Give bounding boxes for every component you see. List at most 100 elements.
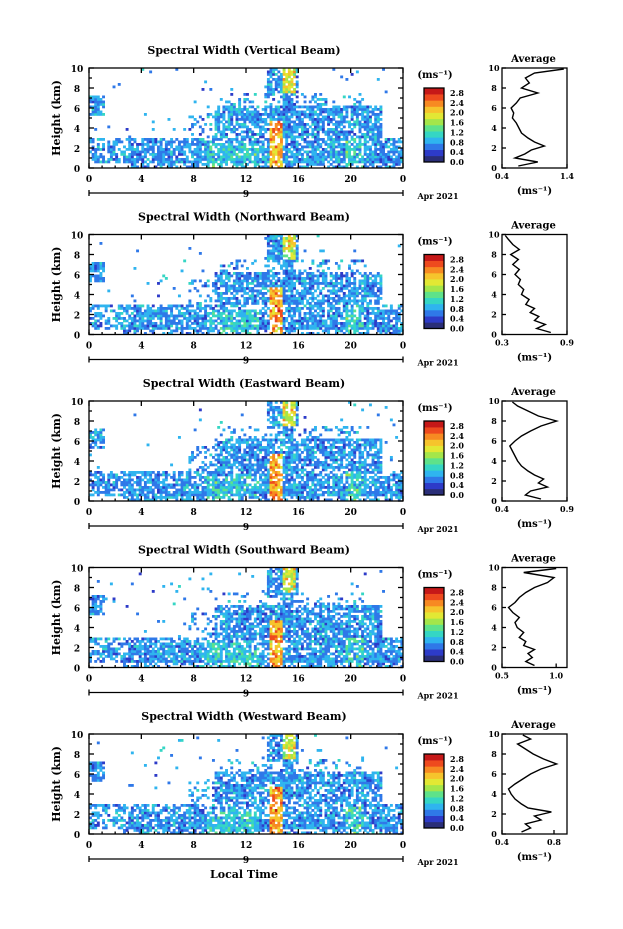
- heatmap-cell: [209, 488, 213, 492]
- heatmap-cell: [240, 438, 244, 442]
- heatmap-cell: [206, 158, 210, 161]
- heatmap-cell: [316, 133, 320, 136]
- heatmap-cell: [361, 105, 365, 109]
- heatmap-cell: [397, 150, 401, 154]
- heatmap-cell: [235, 481, 239, 484]
- heatmap-cell: [256, 446, 260, 449]
- heatmap-cell: [363, 105, 367, 109]
- heatmap-cell: [272, 234, 276, 238]
- heatmap-cell: [353, 145, 357, 149]
- heatmap-cell: [206, 319, 210, 323]
- heatmap-cell: [345, 274, 349, 278]
- heatmap-cell: [256, 461, 260, 464]
- heatmap-cell: [379, 113, 383, 116]
- heatmap-cell: [204, 446, 208, 449]
- heatmap-cell: [225, 105, 228, 109]
- heatmap-cell: [143, 488, 147, 492]
- heatmap-cell: [193, 138, 197, 141]
- heatmap-cell: [266, 234, 270, 238]
- heatmap-cell: [329, 120, 333, 124]
- heatmap-cell: [368, 120, 372, 124]
- heatmap-cell: [264, 100, 268, 104]
- heatmap-cell: [125, 155, 129, 159]
- heatmap-cell: [353, 123, 357, 126]
- heatmap-cell: [191, 476, 194, 479]
- heatmap-cell: [193, 100, 197, 104]
- heatmap-cell: [89, 436, 92, 439]
- heatmap-cell: [222, 150, 226, 154]
- heatmap-cell: [293, 282, 297, 285]
- heatmap-cell: [290, 80, 294, 84]
- heatmap-cell: [204, 327, 208, 330]
- colorbar-swatch: [424, 149, 444, 157]
- heatmap-cell: [342, 95, 346, 99]
- heatmap-cell: [238, 100, 242, 104]
- heatmap-cell: [392, 324, 396, 328]
- heatmap-cell: [397, 327, 401, 330]
- heatmap-cell: [125, 324, 129, 328]
- heatmap-cell: [329, 324, 333, 328]
- heatmap-cell: [324, 319, 328, 323]
- x-tick-label: 4: [138, 175, 144, 185]
- heatmap-cell: [253, 463, 257, 467]
- heatmap-cell: [269, 85, 273, 89]
- heatmap-cell: [282, 93, 286, 96]
- heatmap-cell: [374, 279, 378, 283]
- heatmap-cell: [345, 155, 349, 159]
- heatmap-cell: [368, 153, 372, 156]
- heatmap-cell: [261, 481, 265, 484]
- heatmap-cell: [115, 143, 119, 146]
- heatmap-cell: [209, 324, 213, 328]
- heatmap-cell: [392, 329, 396, 333]
- heatmap-cell: [201, 491, 205, 494]
- heatmap-cell: [261, 113, 265, 116]
- heatmap-cell: [287, 327, 291, 330]
- heatmap-cell: [379, 317, 383, 320]
- heatmap-cell: [125, 304, 129, 308]
- heatmap-cell: [89, 322, 92, 325]
- heatmap-cell: [342, 135, 346, 139]
- heatmap-cell: [107, 491, 111, 494]
- heatmap-cell: [219, 130, 223, 134]
- heatmap-cell: [248, 438, 252, 442]
- heatmap-cell: [274, 294, 278, 298]
- heatmap-cell: [259, 118, 262, 121]
- heatmap-cell: [379, 287, 383, 290]
- heatmap-cell: [274, 110, 278, 114]
- heatmap-cell: [238, 463, 242, 467]
- heatmap-cell: [366, 113, 370, 116]
- heatmap-cell: [232, 493, 236, 497]
- heatmap-cell: [295, 299, 299, 303]
- heatmap-cell: [91, 446, 95, 449]
- heatmap-cell: [274, 463, 278, 467]
- heatmap-cell: [246, 277, 249, 280]
- heatmap-cell: [264, 458, 268, 462]
- heatmap-cell: [272, 421, 276, 424]
- heatmap-cell: [235, 282, 239, 285]
- heatmap-cell: [361, 287, 365, 290]
- heatmap-cell: [269, 309, 273, 313]
- heatmap-cell: [99, 267, 103, 270]
- heatmap-cell: [371, 274, 375, 278]
- heatmap-cell: [259, 443, 262, 447]
- heatmap-cell: [89, 274, 92, 278]
- heatmap-cell: [334, 133, 338, 136]
- heatmap-cell: [308, 133, 312, 136]
- heatmap-cell: [261, 438, 265, 442]
- heatmap-cell: [99, 113, 103, 116]
- heatmap-cell: [117, 478, 121, 482]
- heatmap-cell: [324, 133, 328, 136]
- heatmap-cell: [227, 314, 231, 318]
- heatmap-cell: [204, 322, 208, 325]
- heatmap-cell: [363, 272, 367, 275]
- heatmap-cell: [227, 120, 231, 124]
- heatmap-cell: [96, 138, 100, 141]
- heatmap-cell: [204, 282, 208, 285]
- heatmap-cell: [188, 473, 192, 477]
- heatmap-cell: [99, 98, 103, 101]
- heatmap-cell: [107, 158, 111, 161]
- heatmap-cell: [363, 284, 367, 288]
- heatmap-cell: [154, 138, 158, 141]
- heatmap-cell: [235, 287, 239, 290]
- heatmap-cell: [290, 264, 294, 268]
